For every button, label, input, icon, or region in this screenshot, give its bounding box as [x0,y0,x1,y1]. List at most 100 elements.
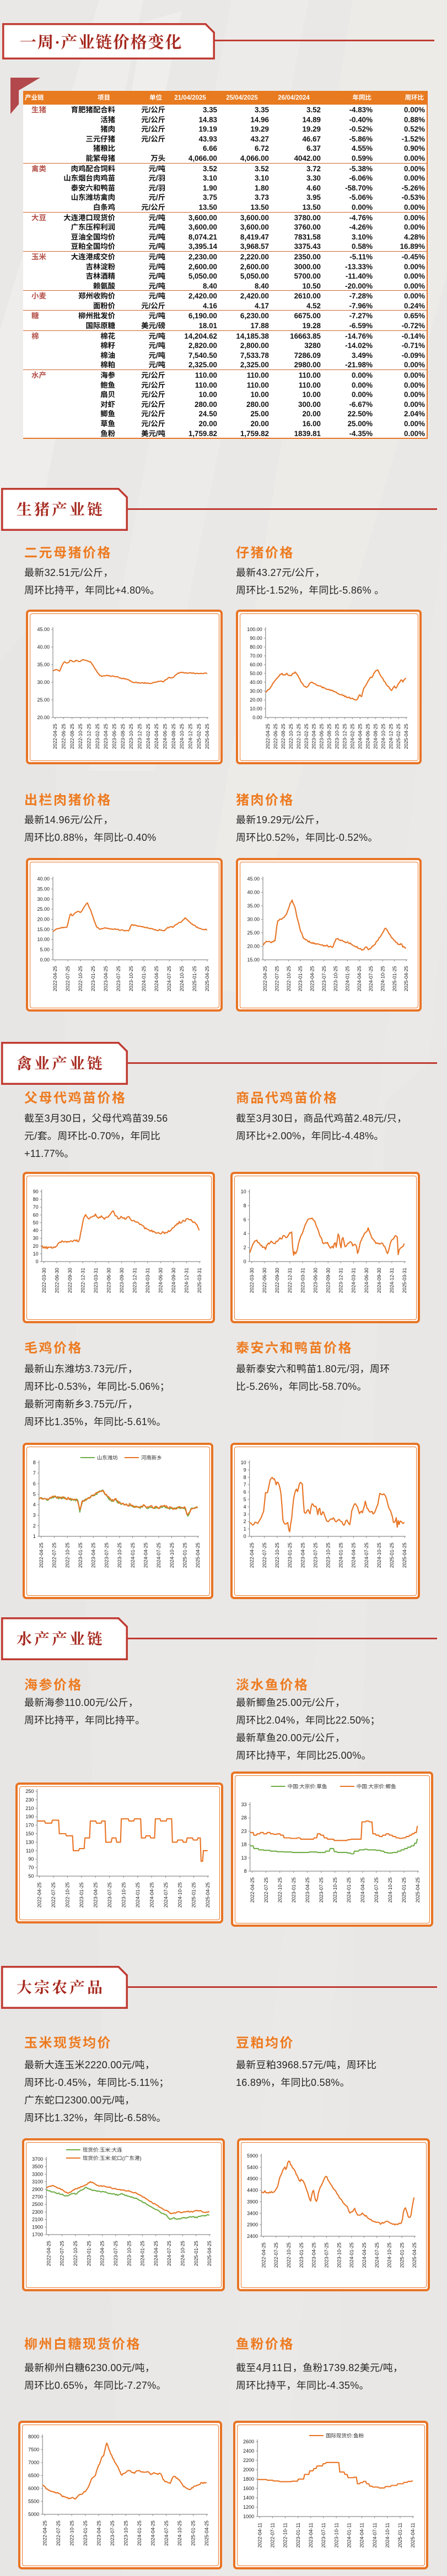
svg-text:2025-04-25: 2025-04-25 [204,724,210,749]
svg-text:2023-01-11: 2023-01-11 [295,2523,300,2547]
svg-text:3: 3 [243,1511,246,1517]
svg-text:2400: 2400 [243,2448,254,2454]
svg-text:2025-01-25: 2025-01-25 [399,2242,405,2268]
svg-text:2024-04-25: 2024-04-25 [351,1542,356,1568]
svg-text:禽业产业链: 禽业产业链 [17,1052,105,1074]
svg-text:2023-04-11: 2023-04-11 [308,2523,314,2547]
svg-text:5400: 5400 [247,2164,258,2170]
svg-text:4400: 4400 [247,2187,258,2193]
svg-text:河南新乡: 河南新乡 [141,1453,161,1461]
svg-text:2025-01-11: 2025-01-11 [397,2523,403,2547]
svg-text:2022-12-31: 2022-12-31 [287,1268,293,1293]
svg-text:2022-10-25: 2022-10-25 [274,1542,280,1568]
svg-text:2023-12-25: 2023-12-25 [137,724,142,749]
svg-text:30.00: 30.00 [247,916,260,922]
svg-text:2022-10-25: 2022-10-25 [64,1882,70,1907]
svg-text:7000: 7000 [28,2460,39,2465]
svg-text:2024-07-25: 2024-07-25 [374,1877,379,1903]
svg-text:2: 2 [243,1244,246,1250]
svg-text:2024-07-25: 2024-07-25 [156,1542,161,1568]
svg-text:70: 70 [33,1204,38,1210]
svg-text:7: 7 [33,1470,35,1476]
svg-text:2023-08-25: 2023-08-25 [326,724,332,749]
svg-text:2024-10-25: 2024-10-25 [169,1542,174,1568]
svg-text:3: 3 [33,1512,35,1518]
svg-text:2025-04-25: 2025-04-25 [412,2242,417,2268]
svg-text:2500: 2500 [32,2202,43,2207]
svg-text:3300: 3300 [32,2171,43,2177]
svg-text:2023-01-25: 2023-01-25 [86,2241,91,2266]
svg-text:30: 30 [33,1235,38,1241]
svg-text:110: 110 [26,1847,34,1853]
svg-text:2022-10-25: 2022-10-25 [69,2520,74,2546]
svg-text:2023-07-25: 2023-07-25 [324,2242,329,2268]
svg-text:2600: 2600 [243,2439,254,2444]
svg-text:2023-06-30: 2023-06-30 [313,1268,318,1293]
svg-text:40.00: 40.00 [247,889,260,895]
svg-text:2023-01-25: 2023-01-25 [79,1882,84,1907]
svg-text:1700: 1700 [32,2232,43,2237]
svg-text:80: 80 [33,1197,38,1202]
svg-text:2024-08-25: 2024-08-25 [170,724,176,749]
svg-text:30.00: 30.00 [250,688,262,694]
svg-text:3100: 3100 [32,2179,43,2184]
svg-text:2023-02-25: 2023-02-25 [303,724,309,749]
svg-text:2022-07-25: 2022-07-25 [65,966,71,991]
svg-text:2022-10-11: 2022-10-11 [282,2523,288,2547]
svg-text:3900: 3900 [247,2199,258,2204]
svg-text:20: 20 [33,1243,38,1248]
svg-text:生猪产业链: 生猪产业链 [17,498,105,520]
svg-text:2023-03-31: 2023-03-31 [93,1268,98,1293]
svg-text:2024-06-30: 2024-06-30 [158,1268,163,1293]
svg-text:10: 10 [240,1189,246,1194]
svg-text:170: 170 [25,1822,34,1828]
svg-text:2022-10-25: 2022-10-25 [277,1877,282,1903]
svg-text:2022-12-25: 2022-12-25 [295,724,301,749]
svg-text:2022-04-25: 2022-04-25 [52,966,58,991]
svg-text:2024-04-25: 2024-04-25 [143,1542,148,1568]
svg-text:90.00: 90.00 [250,635,262,641]
svg-text:2025-03-31: 2025-03-31 [197,1268,202,1293]
svg-text:2023-10-25: 2023-10-25 [332,1877,338,1903]
svg-text:2023-12-25: 2023-12-25 [342,724,347,749]
svg-text:90: 90 [28,1856,34,1862]
svg-text:20.00: 20.00 [37,715,50,720]
svg-text:0.00: 0.00 [40,957,50,963]
svg-text:8000: 8000 [28,2434,39,2439]
svg-text:2023-02-25: 2023-02-25 [94,724,100,749]
svg-text:2023-07-25: 2023-07-25 [321,966,326,991]
svg-text:2024-12-25: 2024-12-25 [187,724,193,749]
svg-text:1: 1 [243,1526,246,1531]
svg-text:2022-07-25: 2022-07-25 [274,966,279,991]
svg-text:3500: 3500 [32,2164,43,2169]
svg-text:2023-12-31: 2023-12-31 [132,1268,137,1293]
svg-text:70.00: 70.00 [250,653,262,659]
svg-text:2023-12-31: 2023-12-31 [338,1268,343,1293]
svg-text:2023-01-25: 2023-01-25 [90,966,96,991]
svg-text:2024-06-25: 2024-06-25 [365,724,370,749]
svg-text:2024-04-25: 2024-04-25 [149,1882,154,1907]
svg-text:2022-04-25: 2022-04-25 [249,1877,255,1903]
svg-text:6: 6 [243,1489,246,1494]
svg-text:8: 8 [33,1460,35,1465]
svg-text:2024-04-25: 2024-04-25 [150,2520,155,2546]
svg-text:2023-04-25: 2023-04-25 [103,966,109,991]
svg-text:2024-02-25: 2024-02-25 [349,724,355,749]
svg-text:10: 10 [240,1460,246,1465]
svg-text:2025-03-31: 2025-03-31 [402,1268,407,1293]
svg-text:2022-10-25: 2022-10-25 [286,2242,292,2268]
svg-text:7500: 7500 [28,2447,39,2452]
svg-text:2025-04-25: 2025-04-25 [204,2520,209,2546]
svg-text:山东潍坊: 山东潍坊 [96,1453,118,1461]
svg-text:2025-04-25: 2025-04-25 [415,1877,421,1903]
svg-text:2024-04-25: 2024-04-25 [154,724,159,749]
svg-text:30.00: 30.00 [37,680,50,685]
svg-text:2025-01-25: 2025-01-25 [190,2520,196,2546]
svg-text:2023-01-25: 2023-01-25 [290,1877,296,1903]
svg-text:2024-07-25: 2024-07-25 [163,2520,169,2546]
svg-text:30.00: 30.00 [37,896,50,901]
svg-text:2024-06-25: 2024-06-25 [162,724,168,749]
svg-text:2022-04-25: 2022-04-25 [36,1882,42,1907]
svg-text:25.00: 25.00 [247,930,260,936]
svg-text:2024-10-25: 2024-10-25 [179,966,185,991]
